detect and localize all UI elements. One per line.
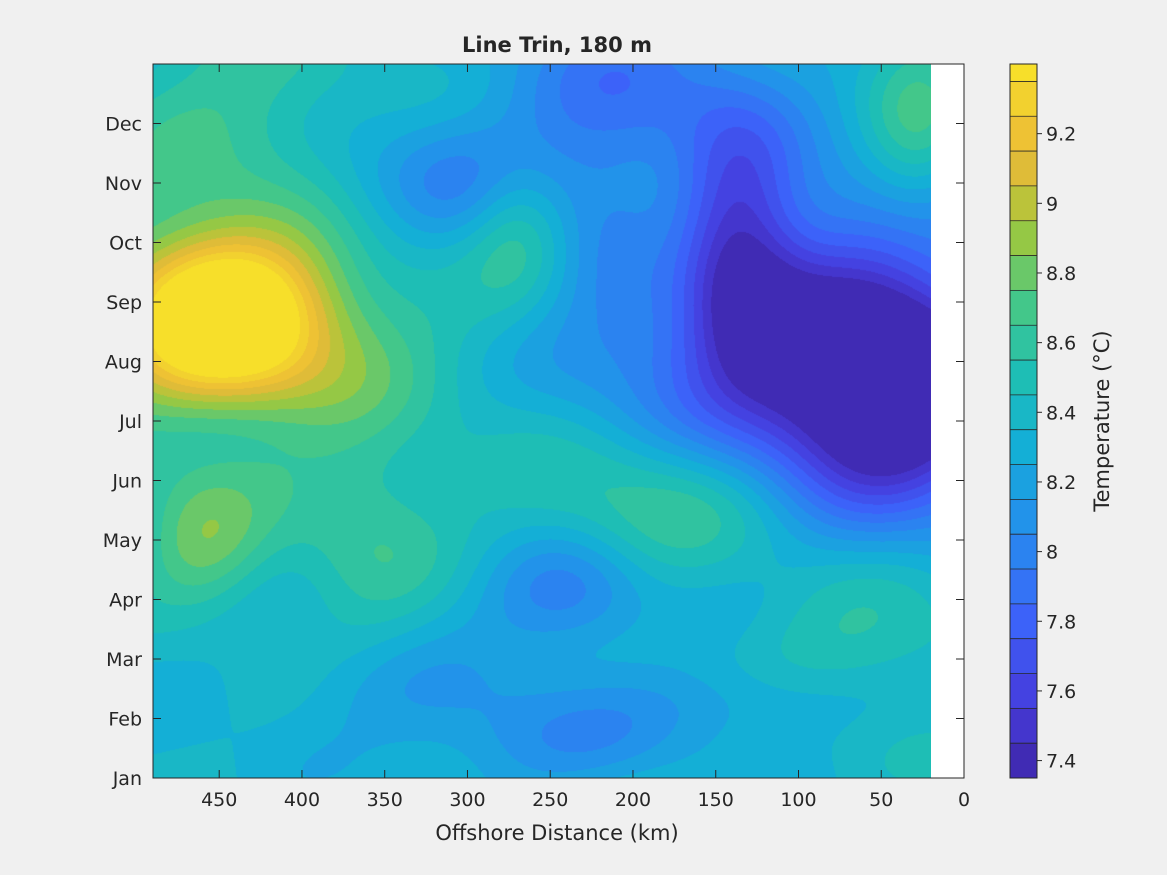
colorbar-tick-label: 8.8 (1046, 263, 1076, 285)
colorbar-tick-label: 7.4 (1046, 751, 1076, 773)
y-axis: Jan Feb Mar Apr May Jun Jul Aug Sep Oct Nov Dec (103, 114, 964, 790)
colorbar-tick-label: 8 (1046, 542, 1058, 564)
x-tick-label: 450 (201, 789, 237, 811)
temperature-contour-field (153, 64, 931, 778)
x-tick-label: 400 (284, 789, 320, 811)
y-tick-label: Aug (105, 352, 142, 374)
x-tick-label: 50 (869, 789, 893, 811)
y-tick-label: May (103, 530, 142, 552)
x-tick-label: 350 (367, 789, 403, 811)
colorbar-tick-label: 9.2 (1046, 124, 1076, 146)
colorbar-frame (1009, 63, 1038, 779)
x-tick-label: 300 (449, 789, 485, 811)
colorbar-gradient (1010, 64, 1037, 778)
colorbar-tick-label: 7.6 (1046, 681, 1076, 703)
x-tick-label: 250 (532, 789, 568, 811)
x-axis: 450 400 350 300 250 200 150 100 50 0 (201, 64, 970, 811)
x-tick-label: 200 (615, 789, 651, 811)
colorbar-tick-label: 8.6 (1046, 333, 1076, 355)
y-tick-label: Oct (109, 233, 142, 255)
colorbar-tick-label: 9 (1046, 193, 1058, 215)
colorbar-tick-label: 8.2 (1046, 472, 1076, 494)
plot-area (152, 63, 965, 779)
x-tick-label: 100 (780, 789, 816, 811)
chart-title: Line Trin, 180 m (462, 33, 652, 57)
colorbar: 7.4 7.6 7.8 8 8.2 8.4 8.6 8.8 9 9.2 Temperature (… (1009, 63, 1114, 779)
y-tick-label: Dec (105, 114, 142, 136)
colorbar-label: Temperature (°C) (1090, 330, 1114, 512)
y-tick-label: Feb (108, 709, 142, 731)
x-tick-label: 0 (958, 789, 970, 811)
y-tick-label: Nov (105, 173, 142, 195)
colorbar-tick-label: 7.8 (1046, 611, 1076, 633)
x-tick-label: 150 (698, 789, 734, 811)
colorbar-tick-label: 8.4 (1046, 402, 1076, 424)
y-tick-label: Mar (106, 649, 142, 671)
y-tick-label: Jul (118, 411, 142, 433)
y-tick-label: Sep (106, 292, 142, 314)
y-tick-label: Apr (109, 590, 142, 612)
colorbar-ticks: 7.4 7.6 7.8 8 8.2 8.4 8.6 8.8 9 9.2 (1010, 81, 1076, 773)
y-tick-label: Jan (112, 768, 142, 790)
x-axis-label: Offshore Distance (km) (435, 821, 678, 845)
y-tick-label: Jun (111, 471, 142, 493)
